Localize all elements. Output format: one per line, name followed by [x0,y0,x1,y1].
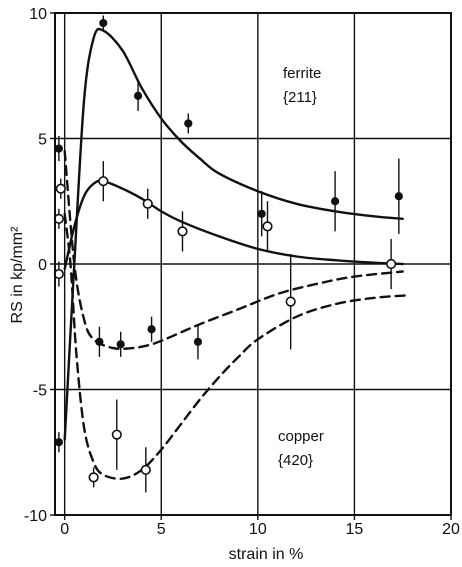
series-3-point [54,438,63,447]
series-2-point [98,176,109,187]
y-axis-label: RS in kp/mm² [9,226,26,324]
x-tick-label: 10 [249,521,267,538]
curves [63,27,408,480]
y-tick-label: -10 [24,508,47,525]
series-1-point [133,91,143,100]
series-4-point [111,429,122,440]
series-2-curve [63,179,404,271]
series-3-point [95,337,104,346]
y-tick-label: 5 [38,132,47,149]
series-1-point [184,119,193,128]
series-1-point [99,18,108,28]
series-2-point [262,221,273,232]
series-2-point [177,226,188,237]
grid [55,13,451,515]
series-3-curve [63,149,404,351]
annotation-ferrite: ferrite [283,65,321,82]
series-4-point [140,464,151,475]
annotation-copper: copper [278,428,324,445]
series-2-point [142,198,153,209]
y-tick-label: 10 [29,6,47,23]
x-tick-label: 20 [442,521,460,538]
annotation-ferrite-plane: {211} [283,89,317,106]
error-bars [58,15,400,493]
y-tick-label: -5 [33,383,47,400]
series-1-curve [63,27,404,441]
annotation-copper-plane: {420} [278,452,313,469]
series-1-point [257,209,266,218]
x-tick-label: 15 [346,521,364,538]
y-tick-label: 0 [38,257,47,274]
series-1-point [330,197,340,206]
series-4-point [88,472,99,483]
plot-frame [54,12,452,516]
x-tick-label: 0 [60,521,69,538]
series-1-point [394,192,403,201]
series-3-point [116,340,125,349]
x-axis-label: strain in % [229,546,304,563]
series-3-point [193,337,203,346]
x-tick-label: 5 [157,521,166,538]
series-2-point [55,183,66,194]
axis-ticks: 0 5 10 15 20 -10 -5 0 5 10 [24,6,460,538]
series-2-point [285,296,296,307]
series-3-point [147,325,156,334]
series-2-point [386,258,397,270]
data-points [53,18,403,483]
series-1-point [54,144,63,153]
series-4-curve [63,212,408,480]
